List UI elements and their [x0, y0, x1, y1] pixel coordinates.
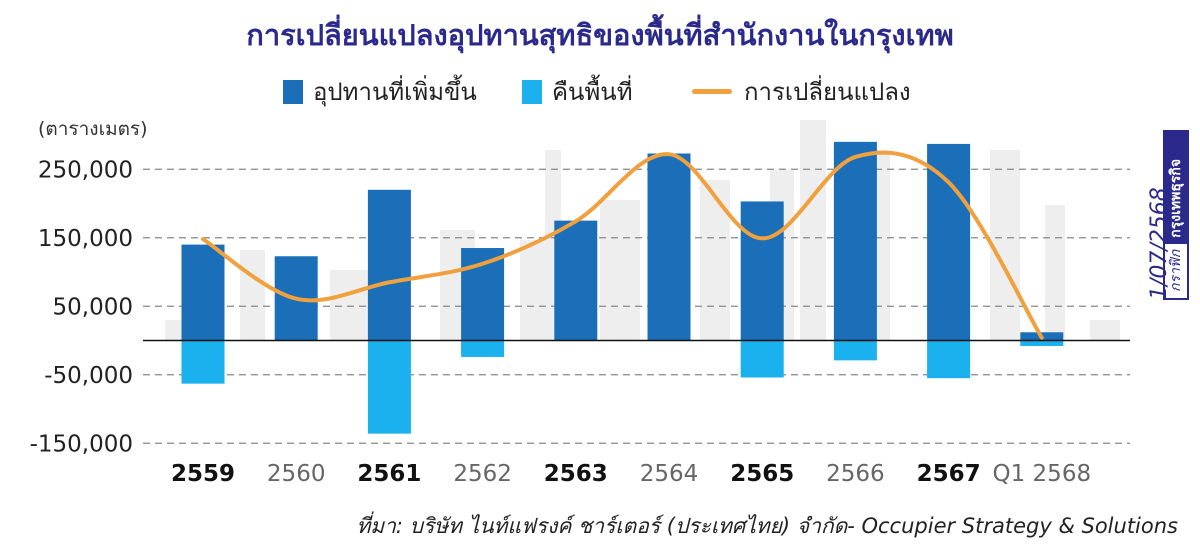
- return-bar-2567: [927, 340, 971, 379]
- skyline-shape: [330, 270, 370, 340]
- legend-swatch-return: [522, 79, 542, 104]
- x-tick-label: 2559: [171, 461, 235, 487]
- return-bar-2565: [740, 340, 784, 378]
- x-tick-label: 2566: [826, 461, 885, 487]
- x-tick-label: 2565: [730, 461, 794, 487]
- y-tick-label: -150,000: [30, 431, 133, 457]
- skyline-shape: [990, 150, 1020, 340]
- return-bar-2566: [833, 340, 877, 361]
- return-bar-2559: [181, 340, 225, 384]
- x-tick-label: 2564: [640, 461, 699, 487]
- supply-bar-2565: [740, 201, 784, 341]
- return-bar-Q1-2568: [1020, 340, 1064, 346]
- y-axis-labels: 250,000 150,000 50,000 -50,000 -150,000: [30, 157, 133, 457]
- x-tick-label: Q1 2568: [993, 461, 1092, 487]
- legend-item-supply: อุปทานที่เพิ่มขึ้น: [283, 72, 477, 111]
- skyline-shape: [1090, 320, 1120, 340]
- legend-item-return: คืนพื้นที่: [522, 72, 633, 111]
- skyline-shape: [800, 120, 826, 340]
- x-tick-label: 2563: [544, 461, 608, 487]
- supply-bar-2563: [554, 220, 598, 341]
- x-tick-label: 2562: [453, 461, 512, 487]
- x-axis-labels: 2559 2560 2561 2562 2563 2564 2565 2566 2567 Q1 2…: [171, 461, 1091, 487]
- side-brand-name: กรุงเทพธุรกิจ: [1165, 132, 1187, 244]
- supply-bar-2561: [367, 189, 411, 341]
- change-line: [201, 150, 1044, 340]
- skyline-shape: [1045, 205, 1065, 340]
- return-bar-2562: [461, 340, 505, 357]
- supply-bar-2566: [833, 141, 877, 341]
- legend-item-change: การเปลี่ยนแปลง: [692, 72, 911, 111]
- x-tick-label: 2567: [917, 461, 981, 487]
- source-note: ที่มา: บริษัท ไนท์แฟรงค์ ชาร์เตอร์ (ประเ…: [356, 514, 1178, 538]
- legend: อุปทานที่เพิ่มขึ้น คืนพื้นที่ การเปลี่ยน…: [0, 72, 1200, 108]
- y-tick-label: 250,000: [38, 157, 133, 183]
- legend-label-supply: อุปทานที่เพิ่มขึ้น: [313, 78, 477, 106]
- x-tick-label: 2561: [357, 461, 421, 487]
- legend-swatch-supply: [283, 79, 303, 104]
- y-axis-unit-label: (ตารางเมตร): [38, 118, 148, 140]
- y-tick-label: 50,000: [53, 294, 133, 320]
- skyline-shape: [700, 180, 730, 340]
- supply-bar-2559: [181, 244, 225, 341]
- y-tick-label: 150,000: [38, 226, 133, 252]
- legend-label-change: การเปลี่ยนแปลง: [744, 78, 911, 106]
- legend-label-return: คืนพื้นที่: [552, 78, 633, 106]
- x-tick-label: 2560: [267, 461, 326, 487]
- supply-bar-2567: [927, 143, 971, 341]
- return-bar-2561: [367, 340, 411, 434]
- side-brand: กราฟิก กรุงเทพธุรกิจ: [1163, 130, 1189, 300]
- skyline-shape: [600, 200, 640, 340]
- y-tick-label: -50,000: [44, 363, 133, 389]
- supply-bar-2564: [647, 153, 691, 341]
- bars: [181, 141, 1064, 434]
- skyline-shape: [240, 250, 265, 340]
- side-brand-prefix: กราฟิก: [1168, 249, 1184, 292]
- chart-title: การเปลี่ยนแปลงอุปทานสุทธิของพื้นที่สำนัก…: [246, 18, 954, 52]
- legend-swatch-change: [692, 89, 732, 94]
